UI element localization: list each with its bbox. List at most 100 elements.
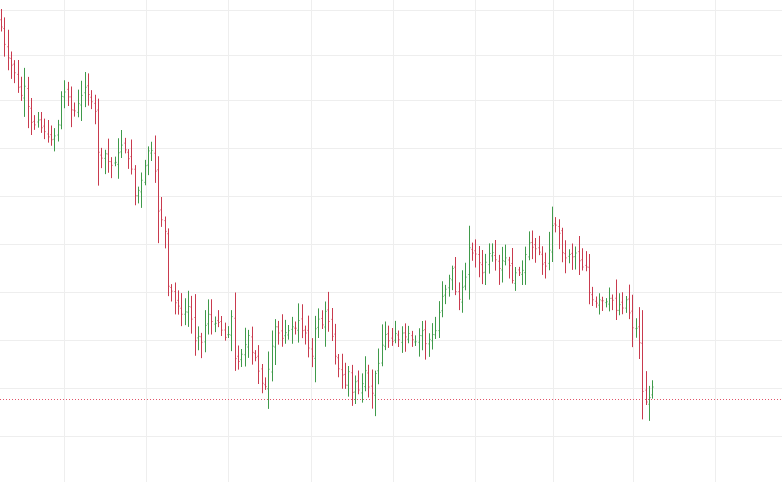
- ohlc-bar-down: [30, 98, 33, 136]
- ohlc-bar-down: [177, 290, 180, 315]
- ohlc-bar-down: [474, 239, 477, 268]
- ohlc-bar-up: [214, 316, 217, 333]
- ohlc-bar-up: [625, 295, 628, 313]
- ohlc-bar-down: [0, 8, 3, 32]
- ohlc-bar-down: [498, 254, 501, 285]
- ohlc-bar-down: [454, 257, 457, 296]
- ohlc-bar-up: [504, 244, 507, 266]
- ohlc-bar-up: [287, 325, 290, 340]
- ohlc-bar-up: [37, 111, 40, 128]
- ohlc-bar-up: [314, 315, 317, 383]
- ohlc-bar-up: [240, 349, 243, 368]
- ohlc-bar-up: [147, 146, 150, 176]
- ohlc-bar-up: [444, 284, 447, 305]
- ohlc-bar-up: [361, 373, 364, 403]
- ohlc-bar-up: [227, 326, 230, 339]
- ohlc-bar-up: [63, 80, 66, 109]
- ohlc-bar-down: [40, 112, 43, 133]
- ohlc-bar-down: [94, 94, 97, 125]
- ohlc-bar-down: [387, 325, 390, 348]
- ohlc-bar-up: [381, 324, 384, 367]
- ohlc-bar-up: [451, 265, 454, 291]
- ohlc-bar-down: [337, 353, 340, 378]
- ohlc-bar-up: [524, 246, 527, 285]
- ohlc-bar-down: [367, 364, 370, 398]
- ohlc-bar-up: [394, 320, 397, 344]
- ohlc-bar-down: [588, 254, 591, 305]
- ohlc-bar-down: [397, 330, 400, 347]
- ohlc-bar-up: [347, 365, 350, 397]
- ohlc-bar-down: [581, 248, 584, 271]
- ohlc-bar-down: [351, 364, 354, 406]
- ohlc-bar-down: [110, 157, 113, 179]
- ohlc-bar-up: [60, 91, 63, 130]
- ohlc-bar-down: [281, 314, 284, 347]
- ohlc-bar-down: [615, 279, 618, 320]
- ohlc-bar-down: [544, 252, 547, 279]
- ohlc-bar-up: [144, 159, 147, 186]
- ohlc-bar-down: [194, 294, 197, 356]
- ohlc-bar-down: [404, 323, 407, 352]
- ohlc-bar-up: [431, 323, 434, 350]
- ohlc-bar-down: [641, 310, 644, 420]
- ohlc-bar-up: [204, 310, 207, 353]
- ohlc-bar-down: [100, 147, 103, 169]
- ohlc-bar-down: [585, 251, 588, 272]
- ohlc-bar-down: [264, 377, 267, 390]
- ohlc-bar-up: [434, 316, 437, 339]
- ohlc-bar-up: [501, 246, 504, 283]
- ohlc-bar-up: [491, 243, 494, 262]
- ohlc-bar-up: [521, 260, 524, 286]
- ohlc-bar-up: [317, 308, 320, 338]
- ohlc-bar-down: [13, 60, 16, 84]
- ohlc-bar-down: [157, 156, 160, 244]
- ohlc-bar-up: [461, 270, 464, 313]
- ohlc-bar-up: [197, 326, 200, 351]
- ohlc-bar-up: [605, 298, 608, 308]
- ohlc-bar-up: [284, 319, 287, 344]
- ohlc-bars: [0, 8, 654, 421]
- ohlc-bar-up: [324, 301, 327, 347]
- ohlc-bar-up: [574, 246, 577, 270]
- ohlc-bar-down: [90, 90, 93, 110]
- ohlc-bar-down: [458, 282, 461, 311]
- ohlc-bar-up: [23, 67, 26, 117]
- ohlc-bar-down: [601, 296, 604, 311]
- ohlc-bar-down: [87, 73, 90, 106]
- ohlc-bar-down: [234, 292, 237, 371]
- ohlc-bar-up: [651, 380, 654, 399]
- ohlc-bar-down: [371, 369, 374, 409]
- ohlc-bar-up: [184, 298, 187, 326]
- ohlc-bar-down: [508, 256, 511, 279]
- ohlc-bar-up: [244, 327, 247, 367]
- ohlc-bar-down: [200, 332, 203, 359]
- ohlc-bar-up: [364, 356, 367, 392]
- ohlc-bar-down: [518, 266, 521, 276]
- ohlc-bar-down: [174, 282, 177, 315]
- ohlc-bar-up: [77, 89, 80, 118]
- ohlc-bar-down: [160, 196, 163, 227]
- ohlc-bar-down: [628, 284, 631, 320]
- ohlc-bar-up: [150, 141, 153, 161]
- ohlc-bar-up: [484, 253, 487, 286]
- ohlc-bar-down: [237, 345, 240, 370]
- ohlc-bar-down: [277, 320, 280, 345]
- ohlc-bar-down: [130, 139, 133, 175]
- ohlc-bar-up: [468, 225, 471, 300]
- ohlc-bar-up: [53, 128, 56, 152]
- ohlc-bar-up: [648, 385, 651, 421]
- ohlc-bar-down: [564, 240, 567, 274]
- ohlc-bar-down: [561, 227, 564, 263]
- ohlc-bar-down: [411, 330, 414, 347]
- ohlc-bar-up: [568, 249, 571, 264]
- ohlc-bar-down: [70, 86, 73, 128]
- ohlc-bar-down: [3, 17, 6, 57]
- ohlc-bar-up: [84, 71, 87, 108]
- ohlc-bar-down: [180, 293, 183, 327]
- ohlc-bar-down: [638, 307, 641, 359]
- ohlc-bar-up: [441, 281, 444, 318]
- ohlc-bar-up: [407, 325, 410, 344]
- ohlc-bar-up: [374, 370, 377, 417]
- ohlc-bar-down: [344, 362, 347, 389]
